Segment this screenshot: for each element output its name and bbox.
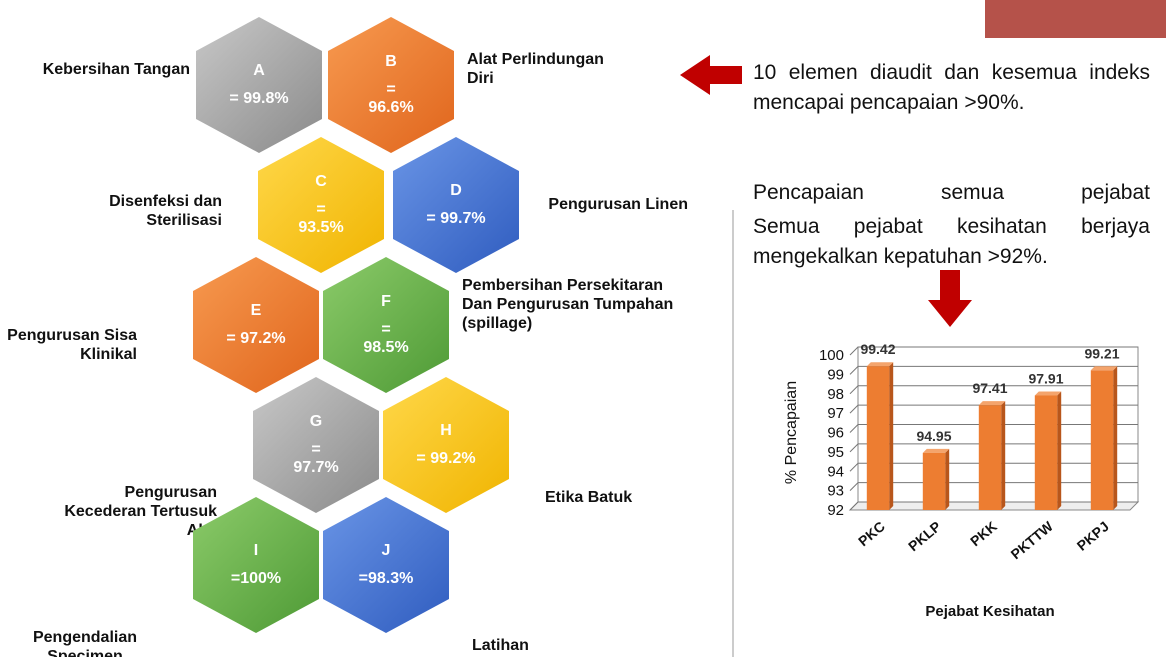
y-tick-label: 92 bbox=[827, 502, 844, 519]
x-tick-label: PKTTW bbox=[1008, 518, 1057, 563]
bar-top bbox=[979, 401, 1005, 405]
bar bbox=[979, 405, 1001, 510]
value-label: 97.91 bbox=[1028, 370, 1063, 386]
hexagon-label: Pengendalian Specimen bbox=[0, 628, 170, 657]
hexagon-value: =98.3% bbox=[359, 570, 414, 588]
left-arrow bbox=[680, 55, 742, 95]
hexagon-label: Disenfeksi dan Sterilisasi bbox=[80, 192, 222, 258]
value-label: 99.21 bbox=[1084, 345, 1119, 361]
hexagon-letter: I bbox=[254, 542, 258, 560]
y-tick-label: 93 bbox=[827, 483, 844, 500]
hexagon-label: Etika Batuk bbox=[545, 488, 695, 510]
bar bbox=[1091, 370, 1113, 510]
heading-text: Pencapaian semua pejabat bbox=[753, 178, 1150, 208]
hexagon-value: = 99.7% bbox=[426, 210, 485, 228]
hexagon-label: Alat Perlindungan Diri bbox=[467, 50, 617, 110]
x-tick-label: PKPJ bbox=[1074, 518, 1112, 554]
summary-text: 10 elemen diaudit dan kesemua indeks men… bbox=[753, 58, 1150, 118]
hexagon-label: Kebersihan Tangan bbox=[20, 60, 190, 100]
hexagon-value: = 99.2% bbox=[416, 450, 475, 468]
hexagon-letter: C bbox=[315, 173, 327, 191]
bar bbox=[867, 366, 889, 510]
y-tick-label: 98 bbox=[827, 386, 844, 403]
slide: A = 99.8% Kebersihan Tangan B = 96.6% Alat Pe… bbox=[0, 0, 1166, 657]
y-tick-label: 96 bbox=[827, 425, 844, 442]
hexagon-label: Pengurusan Sisa Klinikal bbox=[0, 326, 137, 370]
y-tick-label: 95 bbox=[827, 444, 844, 461]
hexagon-value: =100% bbox=[231, 570, 281, 588]
value-label: 99.42 bbox=[860, 341, 895, 357]
hexagon-value: = 99.8% bbox=[229, 90, 288, 108]
bar-side bbox=[889, 362, 893, 510]
hexagon-value: = 97.7% bbox=[293, 441, 338, 477]
x-axis-label: Pejabat Kesihatan bbox=[925, 603, 1054, 620]
bar-side bbox=[1001, 401, 1005, 510]
hexagon-label: Pengurusan Linen bbox=[540, 195, 688, 239]
bar bbox=[923, 453, 945, 510]
y-tick-label: 97 bbox=[827, 405, 844, 422]
hexagon-letter: B bbox=[385, 53, 397, 71]
bar-side bbox=[1057, 391, 1061, 510]
bar bbox=[1035, 395, 1057, 510]
y-axis-label: % Pencapaian bbox=[783, 381, 800, 484]
hexagon-value: = 93.5% bbox=[298, 201, 343, 237]
bar-top bbox=[1035, 391, 1061, 395]
y-tick-label: 94 bbox=[827, 463, 844, 480]
hexagon-letter: H bbox=[440, 422, 452, 440]
value-label: 97.41 bbox=[972, 380, 1007, 396]
down-arrow bbox=[928, 270, 972, 327]
hexagon-letter: F bbox=[381, 293, 391, 311]
hexagon-letter: D bbox=[450, 182, 462, 200]
hexagon-label: Latihan bbox=[472, 636, 572, 657]
hexagon-value: = 97.2% bbox=[226, 330, 285, 348]
hexagon-letter: A bbox=[253, 62, 265, 80]
chart: 92 93 94 95 96 97 98 99 100 % Pencapaian Pejabat K… bbox=[766, 330, 1166, 650]
detail-text: Semua pejabat kesihatan berjaya mengekal… bbox=[753, 212, 1150, 272]
hexagon-value: = 98.5% bbox=[363, 321, 408, 357]
y-tick-label: 99 bbox=[827, 366, 844, 383]
bar-side bbox=[945, 449, 949, 510]
value-label: 94.95 bbox=[916, 428, 951, 444]
hexagon-label: Pembersihan Persekitaran Dan Pengurusan … bbox=[462, 276, 692, 366]
hexagon-value: = 96.6% bbox=[368, 81, 413, 117]
x-tick-label: PKLP bbox=[905, 518, 944, 554]
hexagon-letter: E bbox=[251, 302, 262, 320]
hexagon-letter: J bbox=[382, 542, 391, 560]
bar-top bbox=[1091, 366, 1117, 370]
x-tick-label: PKC bbox=[855, 518, 888, 549]
hexagon-letter: G bbox=[310, 413, 322, 431]
y-tick-label: 100 bbox=[819, 347, 844, 364]
bar-side bbox=[1113, 366, 1117, 510]
x-tick-label: PKK bbox=[967, 518, 1000, 549]
bar-top bbox=[923, 449, 949, 453]
bar-top bbox=[867, 362, 893, 366]
